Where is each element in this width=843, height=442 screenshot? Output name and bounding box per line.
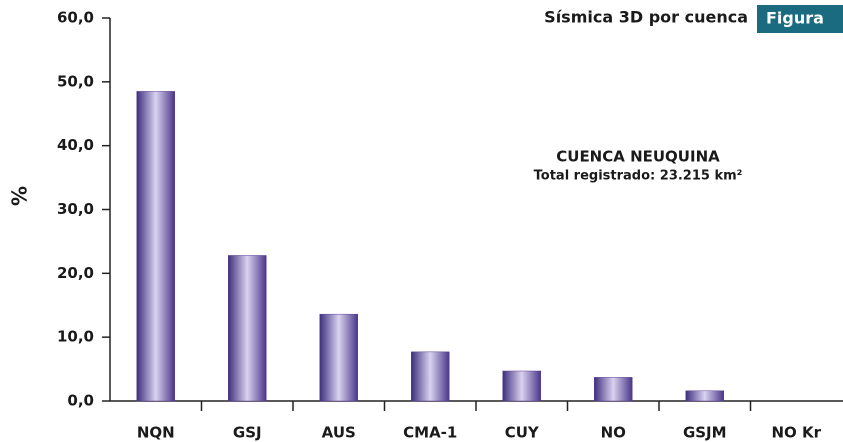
x-tick-label: AUS bbox=[322, 424, 356, 442]
chart-title: Sísmica 3D por cuenca bbox=[544, 8, 748, 27]
y-tick-label: 50,0 bbox=[57, 72, 94, 90]
annotation: CUENCA NEUQUINA bbox=[556, 148, 720, 166]
y-tick-label: 20,0 bbox=[57, 264, 94, 282]
annotation: Total registrado: 23.215 km² bbox=[534, 169, 743, 184]
x-tick-label: CUY bbox=[505, 424, 540, 442]
bar bbox=[228, 255, 267, 402]
y-tick-label: 10,0 bbox=[57, 328, 94, 346]
badge-bg bbox=[757, 5, 843, 33]
x-tick-label: NO bbox=[601, 424, 626, 442]
y-tick-label: 40,0 bbox=[57, 136, 94, 154]
y-tick-label: 30,0 bbox=[57, 200, 94, 218]
badge: Figura bbox=[766, 9, 824, 28]
x-tick-label: CMA-1 bbox=[403, 424, 457, 442]
bar bbox=[594, 377, 633, 402]
bar bbox=[411, 351, 450, 402]
bar bbox=[319, 313, 358, 402]
y-tick-label: 0,0 bbox=[67, 392, 94, 410]
bar bbox=[685, 390, 724, 402]
bar bbox=[502, 370, 541, 402]
x-tick-label: GSJ bbox=[233, 424, 262, 442]
x-tick-label: NO Kr bbox=[771, 424, 821, 442]
y-axis-label: % bbox=[8, 186, 32, 206]
bar bbox=[136, 91, 175, 402]
x-tick-label: GSJM bbox=[683, 424, 727, 442]
x-tick-label: NQN bbox=[137, 424, 175, 442]
y-tick-label: 60,0 bbox=[57, 9, 94, 27]
